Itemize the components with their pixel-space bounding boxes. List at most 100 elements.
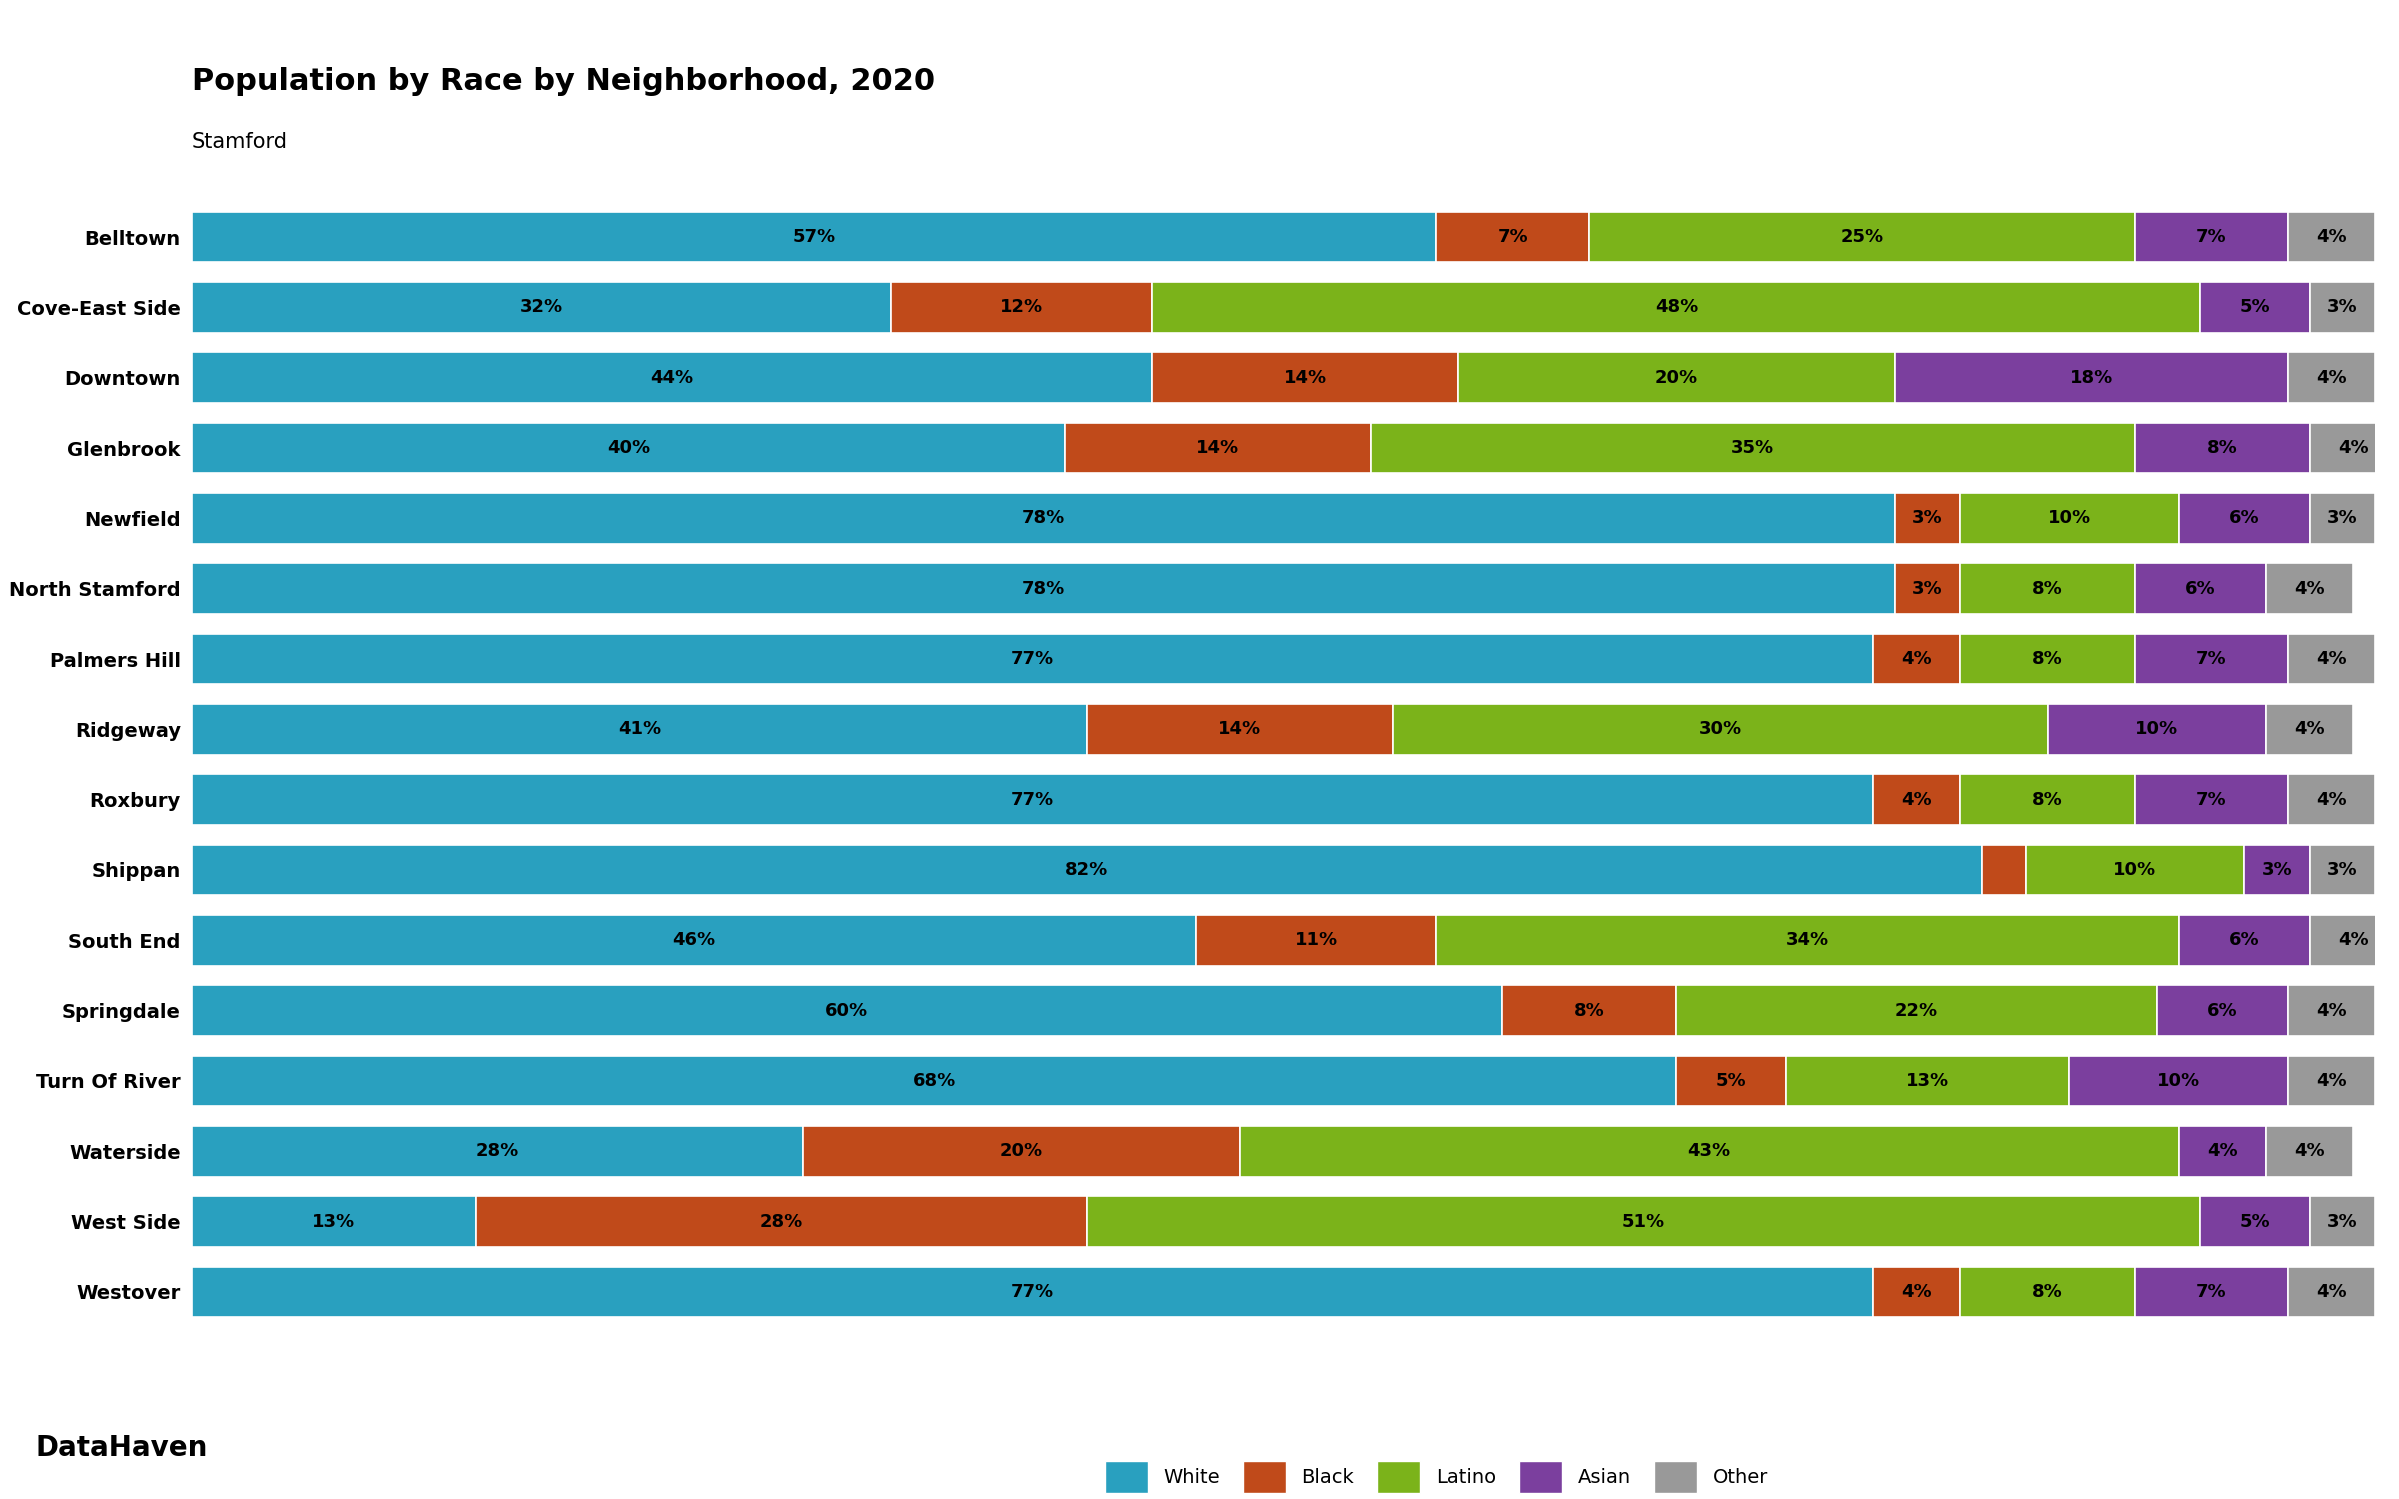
Bar [1087,705,1391,754]
Bar [1502,985,1677,1036]
Text: 8%: 8% [2032,651,2063,669]
Text: 43%: 43% [1686,1142,1730,1160]
Text: 10%: 10% [2157,1072,2200,1090]
Bar [1960,634,2135,685]
Bar [192,352,1152,403]
Bar [475,1196,1087,1247]
Bar [2178,1126,2265,1177]
Bar [1065,423,1370,474]
Text: 4%: 4% [1902,651,1931,669]
Text: 46%: 46% [672,931,715,949]
Text: 4%: 4% [2315,651,2346,669]
Bar [1785,1055,2070,1106]
Text: 28%: 28% [475,1142,518,1160]
Bar [2310,282,2375,333]
Text: 41%: 41% [619,721,662,739]
Bar [2135,423,2310,474]
Text: 7%: 7% [2195,1283,2226,1301]
Text: 3%: 3% [2327,1213,2358,1231]
Text: 20%: 20% [1000,1142,1044,1160]
Text: 4%: 4% [2315,369,2346,387]
Text: 7%: 7% [2195,228,2226,246]
Text: 14%: 14% [1283,369,1327,387]
Bar [2200,1196,2310,1247]
Bar [2046,705,2265,754]
Bar [192,985,1502,1036]
Bar [2178,914,2310,965]
Text: 3%: 3% [2327,298,2358,316]
Text: 77%: 77% [1010,1283,1053,1301]
Text: 8%: 8% [2032,1283,2063,1301]
Bar [1895,564,1960,615]
Bar [1240,1126,2178,1177]
Text: 28%: 28% [760,1213,804,1231]
Bar [1960,564,2135,615]
Text: 4%: 4% [1902,1283,1931,1301]
Text: 48%: 48% [1655,298,1698,316]
Bar [192,1055,1677,1106]
Bar [2310,493,2375,544]
Text: 4%: 4% [2315,1001,2346,1019]
Text: 35%: 35% [1732,439,1775,457]
Text: 8%: 8% [2032,790,2063,808]
Bar [2070,1055,2289,1106]
Text: 20%: 20% [1655,369,1698,387]
Bar [1459,352,1895,403]
Text: 5%: 5% [2241,298,2269,316]
Bar [2289,775,2375,824]
Text: 4%: 4% [2339,931,2368,949]
Bar [1960,493,2178,544]
Text: 40%: 40% [607,439,650,457]
Bar [1874,634,1960,685]
Text: 13%: 13% [312,1213,355,1231]
Bar [2135,564,2265,615]
Bar [1152,352,1459,403]
Bar [1370,423,2135,474]
Bar [1437,914,2178,965]
Text: 57%: 57% [792,228,835,246]
Bar [2289,352,2375,403]
Text: 4%: 4% [2207,1142,2238,1160]
Bar [1874,1267,1960,1318]
Text: 10%: 10% [2049,510,2092,528]
Bar [2289,1267,2375,1318]
Text: 4%: 4% [2315,790,2346,808]
Bar [1588,211,2135,262]
Text: 7%: 7% [2195,651,2226,669]
Text: 6%: 6% [2229,931,2260,949]
Bar [1437,211,1588,262]
Text: 13%: 13% [1905,1072,1948,1090]
Bar [2289,211,2375,262]
Text: 34%: 34% [1785,931,1828,949]
Bar [1677,985,2157,1036]
Text: 14%: 14% [1197,439,1240,457]
Bar [2243,844,2310,895]
Bar [2310,423,2397,474]
Bar [1895,352,2289,403]
Bar [2289,985,2375,1036]
Text: 3%: 3% [2327,860,2358,878]
Text: 60%: 60% [825,1001,868,1019]
Text: 3%: 3% [1912,510,1943,528]
Text: Population by Race by Neighborhood, 2020: Population by Race by Neighborhood, 2020 [192,67,936,96]
Bar [2135,634,2289,685]
Text: 10%: 10% [2135,721,2178,739]
Bar [2178,493,2310,544]
Text: 77%: 77% [1010,651,1053,669]
Bar [2135,775,2289,824]
Bar [192,493,1895,544]
Text: 44%: 44% [650,369,693,387]
Text: 4%: 4% [2293,721,2325,739]
Text: 6%: 6% [2185,580,2217,598]
Text: 8%: 8% [2207,439,2238,457]
Bar [1895,493,1960,544]
Text: 82%: 82% [1065,860,1108,878]
Text: 22%: 22% [1895,1001,1938,1019]
Text: 68%: 68% [912,1072,955,1090]
Bar [1087,1196,2200,1247]
Bar [2310,1196,2375,1247]
Bar [2200,282,2310,333]
Text: 3%: 3% [2262,860,2291,878]
Text: 4%: 4% [2315,1072,2346,1090]
Text: 18%: 18% [2070,369,2114,387]
